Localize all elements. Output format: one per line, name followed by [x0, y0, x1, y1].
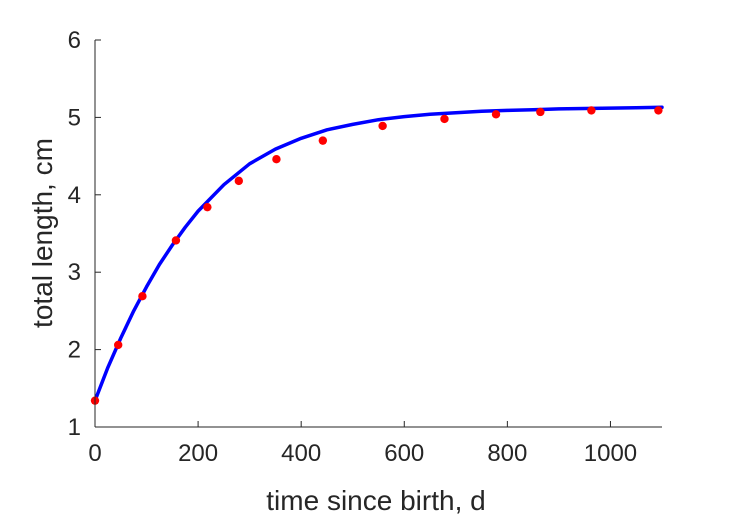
y-ticks: 1 2 3 4 5 6: [68, 27, 101, 441]
y-tick-label: 1: [68, 414, 81, 441]
data-point: [203, 202, 212, 212]
data-point: [536, 107, 545, 117]
data-point: [138, 291, 147, 301]
x-tick-label: 400: [281, 440, 321, 467]
data-point: [171, 236, 181, 245]
x-tick-label: 600: [384, 440, 424, 467]
data-point: [587, 106, 596, 115]
x-axis-label: time since birth, d: [266, 485, 485, 516]
y-tick-label: 5: [68, 104, 81, 131]
x-tick-label: 0: [88, 440, 101, 467]
y-tick-label: 2: [68, 337, 81, 364]
data-point: [234, 176, 244, 186]
data-point: [378, 121, 387, 131]
data-point: [113, 340, 123, 350]
x-tick-label: 200: [178, 440, 218, 467]
y-tick-label: 3: [68, 259, 81, 286]
data-point: [440, 114, 449, 124]
data-point: [318, 136, 328, 145]
fit-curve: [93, 105, 664, 403]
data-point: [654, 106, 663, 115]
y-axis-label: total length, cm: [27, 138, 58, 328]
y-tick-label: 6: [68, 27, 81, 54]
data-point: [272, 154, 281, 164]
x-tick-label: 1000: [584, 440, 637, 467]
data-point: [491, 110, 501, 119]
axes: [94, 40, 662, 428]
x-tick-label: 800: [487, 440, 527, 467]
x-ticks: 0 200 400 600 800 1000: [88, 421, 637, 467]
plot-area: [90, 105, 664, 405]
y-tick-label: 4: [68, 182, 81, 209]
